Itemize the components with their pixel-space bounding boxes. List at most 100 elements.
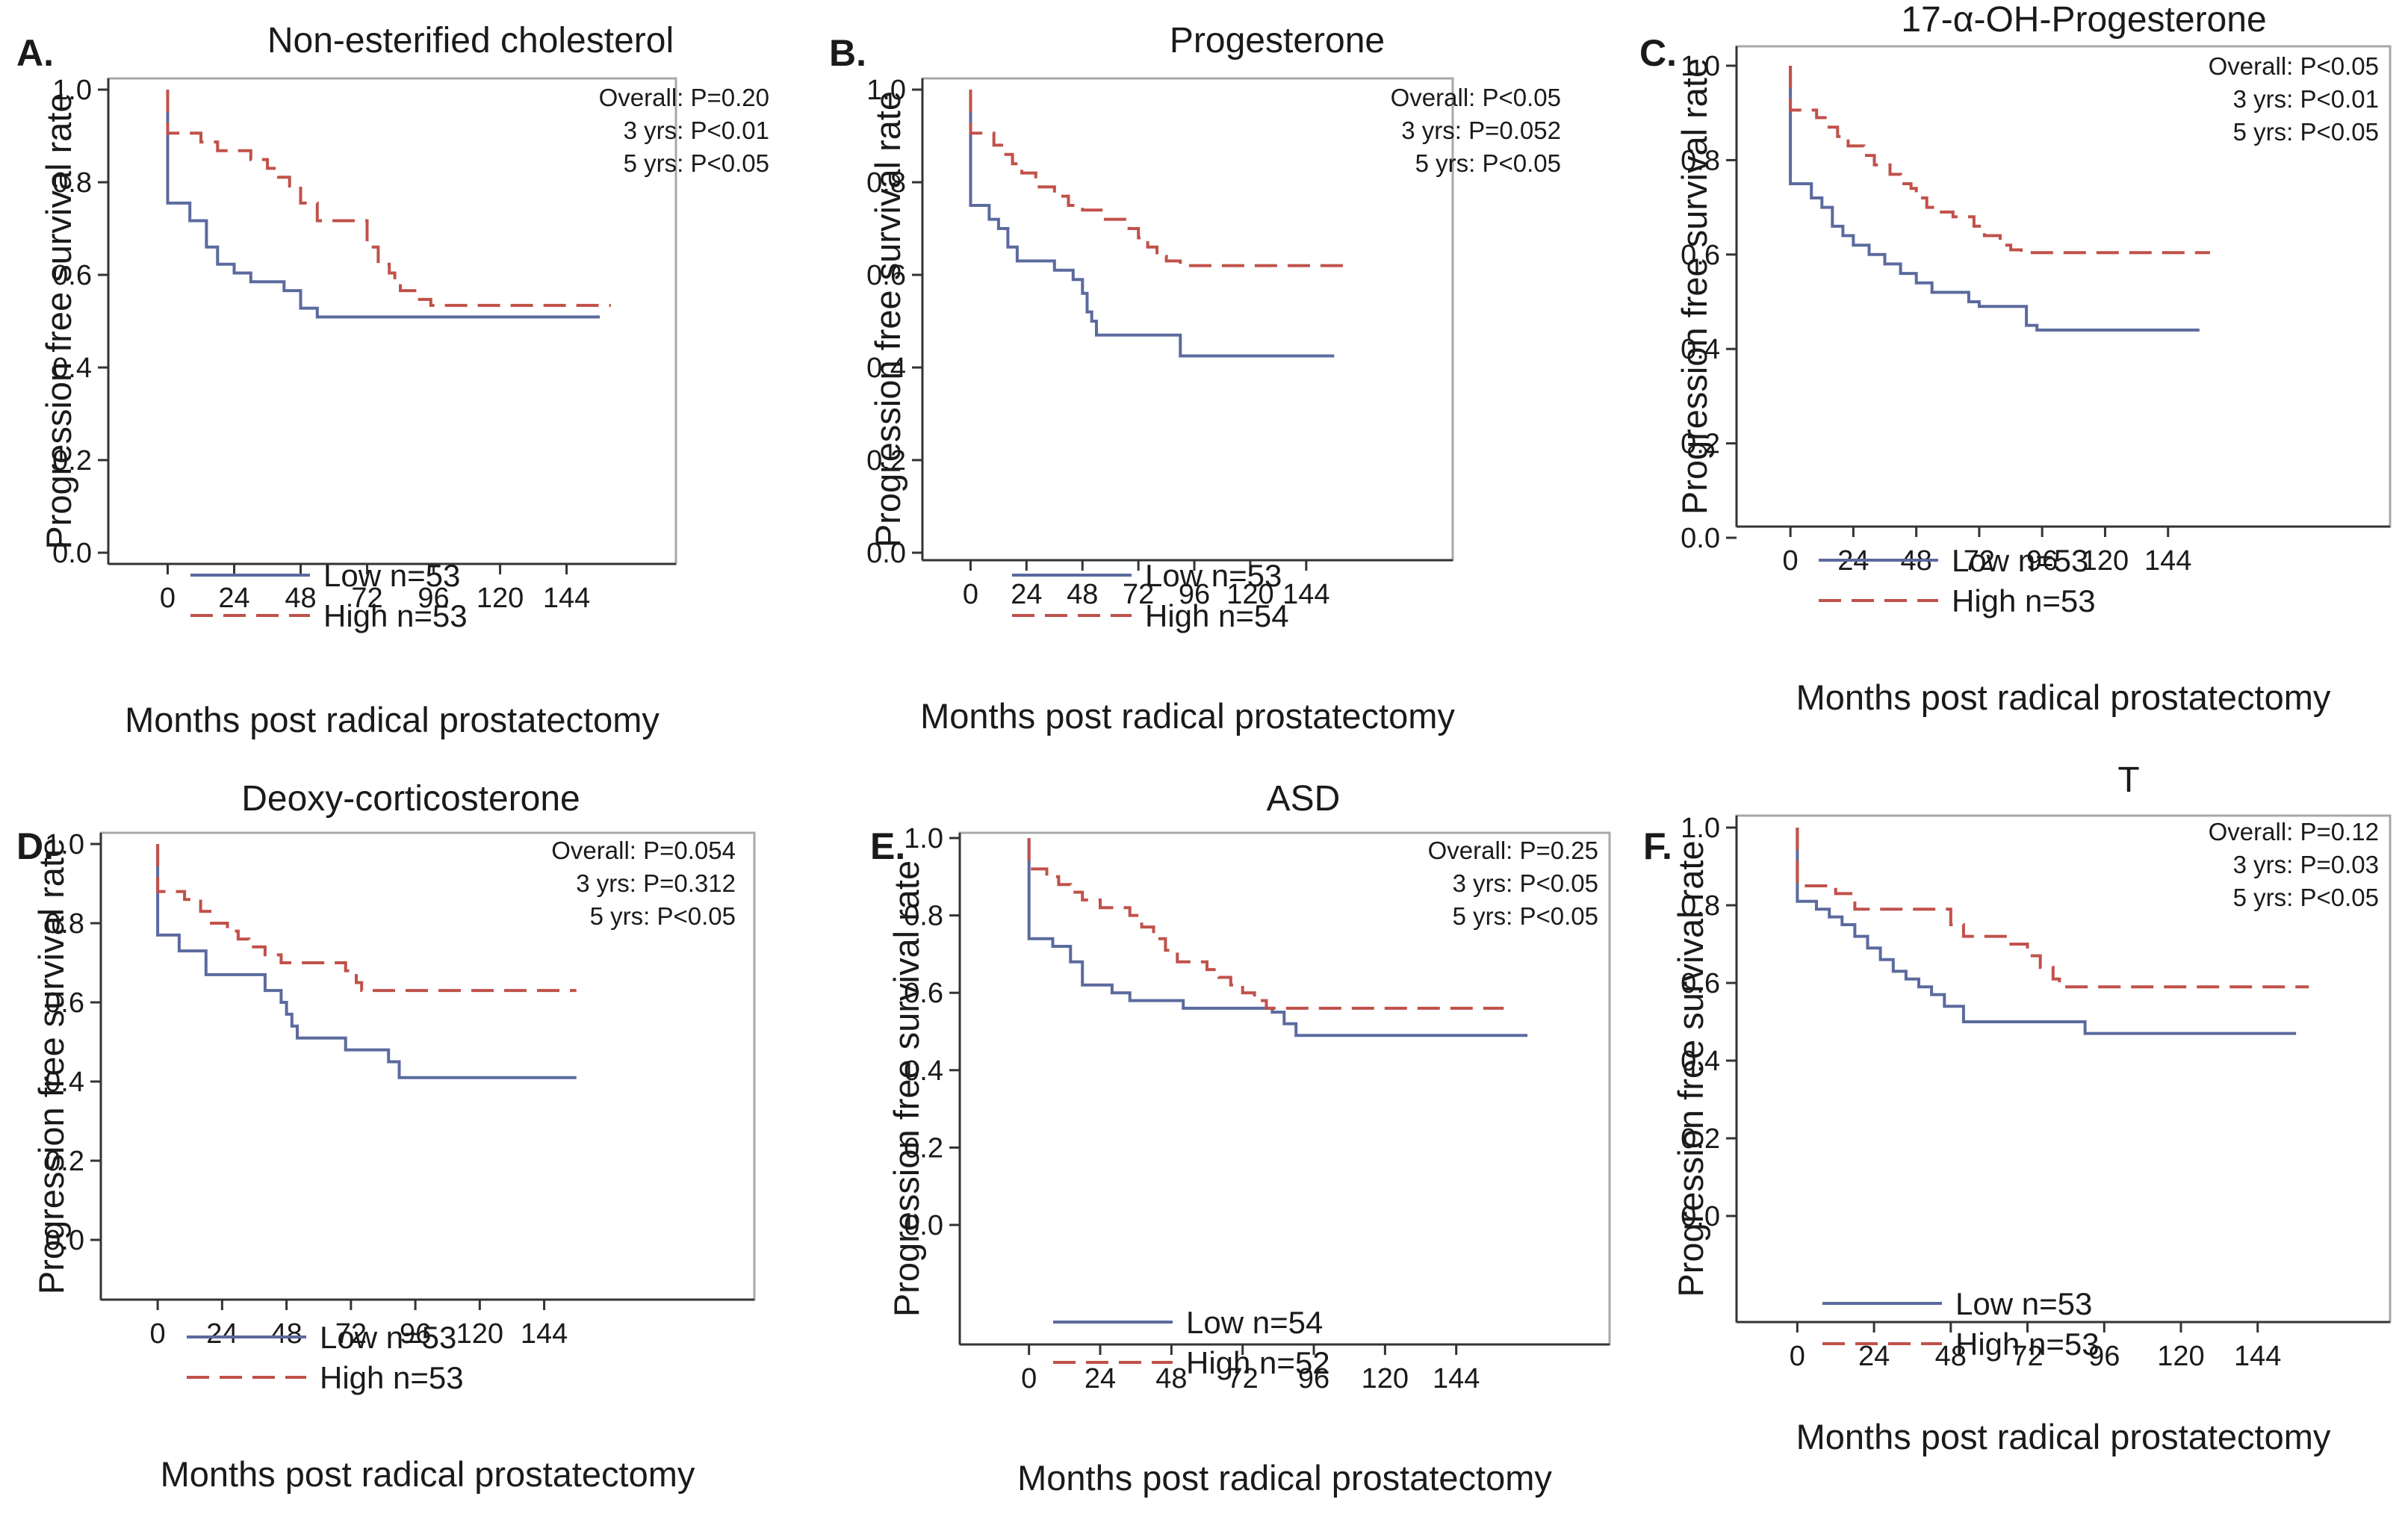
stat-text: 5 yrs: P<0.05	[624, 149, 769, 177]
stat-text: 5 yrs: P<0.05	[1453, 902, 1598, 930]
y-tick-label: 1.0	[866, 75, 906, 106]
x-tick-label: 72	[1123, 579, 1154, 610]
x-axis-label: Months post radical prostatectomy	[1796, 677, 2331, 717]
y-tick-label: 0.6	[45, 987, 84, 1019]
legend-label: Low n=53	[320, 1320, 456, 1355]
legend-label: High n=53	[323, 598, 468, 633]
x-tick-label: 24	[206, 1318, 238, 1350]
y-tick-label: 0.2	[52, 445, 92, 477]
y-tick-label: 1.0	[1681, 51, 1720, 82]
x-tick-label: 96	[2026, 545, 2058, 577]
x-tick-label: 120	[456, 1318, 503, 1350]
legend-label: Low n=54	[1186, 1305, 1323, 1340]
y-tick-label: 1.0	[52, 75, 92, 106]
y-tick-label: 0.6	[52, 260, 92, 291]
x-tick-label: 48	[270, 1318, 302, 1350]
stat-text: Overall: P<0.05	[2209, 52, 2379, 80]
panel-a: 0.0 0.2 0.4 0.6 0.8 1.0 0 24 48 72 96 120 144 Non-est…	[16, 21, 769, 739]
series-line-low	[166, 90, 601, 319]
x-tick-label: 144	[1282, 579, 1329, 610]
panel-label: B.	[829, 32, 866, 74]
series-line-low	[156, 844, 577, 1079]
stat-text: 3 yrs: P=0.03	[2233, 851, 2379, 878]
x-tick-label: 120	[2082, 545, 2129, 577]
y-tick-label: 0.6	[866, 260, 906, 291]
y-tick-label: 0.0	[1681, 1201, 1720, 1232]
x-tick-label: 96	[2088, 1341, 2120, 1372]
x-tick-label: 0	[160, 583, 176, 614]
panel-label: E.	[870, 825, 905, 867]
x-tick-label: 24	[1084, 1363, 1116, 1394]
panel-b: 0.0 0.2 0.4 0.6 0.8 1.0 0 24 48 72 96 120 144 Progest…	[829, 21, 1561, 736]
y-tick-label: 0.0	[904, 1210, 943, 1241]
y-tick-label: 0.4	[1681, 334, 1720, 365]
y-tick-label: 1.0	[45, 829, 84, 860]
y-axis-label: Progression free survival rate	[887, 860, 926, 1317]
x-tick-label: 0	[963, 579, 978, 610]
series-line-low	[1796, 828, 2297, 1035]
series-line-high	[969, 90, 1344, 267]
x-tick-label: 0	[1790, 1341, 1805, 1372]
panel-e: 0.0 0.2 0.4 0.6 0.8 1.0 0 24 48 72 96 120 144 ASD E. Mo…	[870, 779, 1611, 1498]
panel-label: F.	[1643, 825, 1672, 867]
y-axis-label: Progression free survival rate	[1671, 840, 1710, 1297]
stat-text: 5 yrs: P<0.05	[1415, 149, 1561, 177]
legend-label: High n=53	[320, 1360, 464, 1395]
x-tick-label: 48	[285, 583, 316, 614]
chart-title: Deoxy-corticosterone	[241, 779, 580, 819]
y-tick-label: 0.6	[1681, 968, 1720, 999]
y-tick-label: 0.6	[904, 978, 943, 1009]
y-tick-label: 0.8	[904, 901, 943, 932]
x-tick-label: 0	[150, 1318, 166, 1350]
y-tick-label: 0.8	[866, 167, 906, 199]
y-tick-label: 0.0	[52, 538, 92, 569]
x-tick-label: 96	[1298, 1363, 1329, 1394]
legend-label: Low n=53	[323, 558, 460, 593]
x-tick-label: 96	[400, 1318, 431, 1350]
y-tick-label: 0.4	[866, 353, 906, 384]
y-tick-label: 1.0	[1681, 813, 1720, 844]
x-tick-label: 144	[543, 583, 590, 614]
y-tick-label: 1.0	[904, 823, 943, 854]
stat-text: Overall: P=0.12	[2209, 818, 2379, 846]
x-tick-label: 144	[2144, 545, 2191, 577]
y-tick-label: 0.0	[45, 1225, 84, 1256]
y-tick-label: 0.0	[866, 538, 906, 569]
y-axis-label: Progression free survival rate	[1675, 58, 1714, 515]
y-tick-label: 0.8	[1681, 145, 1720, 176]
x-axis-label: Months post radical prostatectomy	[161, 1454, 695, 1494]
y-tick-label: 0.2	[1681, 1123, 1720, 1155]
x-tick-label: 48	[1155, 1363, 1187, 1394]
legend-label: Low n=53	[1952, 543, 2088, 578]
x-tick-label: 120	[2157, 1341, 2204, 1372]
y-tick-label: 0.2	[45, 1146, 84, 1177]
legend-label: Low n=53	[1145, 558, 1282, 593]
y-tick-label: 0.2	[866, 445, 906, 477]
series-line-low	[1027, 838, 1528, 1037]
x-tick-label: 24	[1011, 579, 1042, 610]
y-axis-label: Progression free survival rate	[39, 93, 78, 549]
x-tick-label: 0	[1021, 1363, 1037, 1394]
panel-label: A.	[16, 32, 54, 74]
x-tick-label: 48	[1935, 1341, 1967, 1372]
legend-label: High n=53	[1952, 583, 2096, 618]
y-tick-label: 0.2	[1681, 429, 1720, 460]
chart-title: ASD	[1267, 779, 1341, 819]
x-tick-label: 72	[1227, 1363, 1259, 1394]
stat-text: 3 yrs: P<0.05	[1453, 869, 1598, 897]
series-line-high	[166, 90, 611, 307]
panel-f: 0.0 0.2 0.4 0.6 0.8 1.0 0 24 48 72 96 120 144 T F. Mont…	[1643, 760, 2392, 1456]
x-axis-label: Months post radical prostatectomy	[1017, 1458, 1552, 1498]
plot-frame	[921, 77, 1454, 562]
x-tick-label: 72	[2011, 1341, 2043, 1372]
y-axis-label: Progression free survival rate	[868, 91, 907, 547]
x-tick-label: 72	[351, 583, 382, 614]
x-tick-label: 144	[1433, 1363, 1480, 1394]
stat-text: 5 yrs: P<0.05	[2233, 118, 2379, 146]
series-line-low	[969, 90, 1335, 358]
chart-title: Progesterone	[1170, 21, 1385, 61]
y-axis-label: Progression free survival rate	[31, 838, 71, 1294]
x-tick-label: 24	[1858, 1341, 1890, 1372]
x-tick-label: 96	[418, 583, 449, 614]
